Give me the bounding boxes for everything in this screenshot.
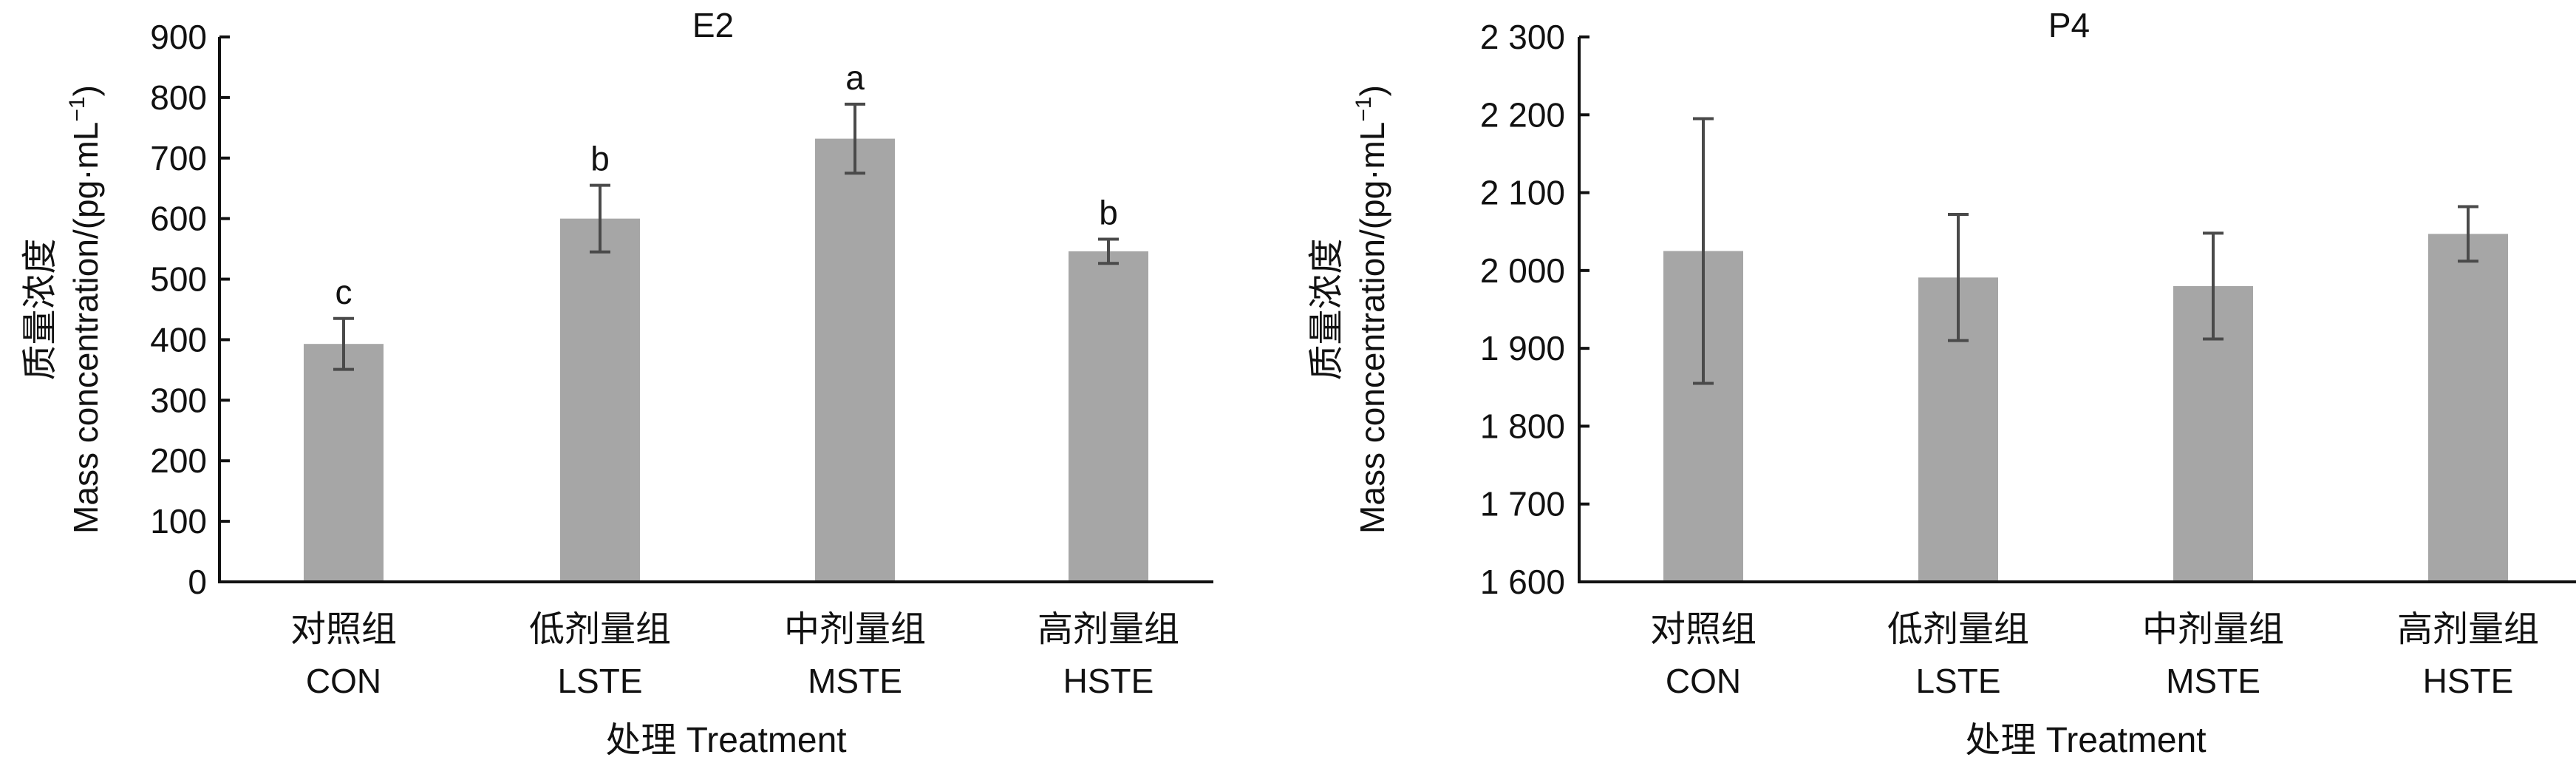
significance-label: c [335,273,352,311]
y-axis-label-en: Mass concentration/(pg·mL−1) [65,85,105,534]
y-axis-label-en: Mass concentration/(pg·mL−1) [1352,85,1391,534]
x-tick-label-cn: 中剂量组 [784,610,926,649]
y-tick-label: 700 [150,139,207,177]
y-tick-label: 900 [150,18,207,56]
x-tick-label-cn: 高剂量组 [2397,610,2539,649]
chart-title: P4 [2048,6,2090,44]
bar-lste [560,218,640,582]
x-tick-label-en: LSTE [1915,662,2000,700]
y-tick-label: 2 000 [1480,251,1565,290]
chart-title: E2 [692,6,734,44]
y-tick-label: 2 200 [1480,95,1565,134]
x-axis-label: 处理 Treatment [605,721,846,760]
x-tick-label-en: LSTE [557,662,642,700]
y-tick-label: 2 100 [1480,174,1565,212]
significance-label: b [590,140,610,178]
x-tick-label-cn: 对照组 [290,610,397,649]
y-tick-label: 100 [150,502,207,540]
y-axis-label: 质量浓度 Mass concentration/(pg·mL−1) [21,85,105,534]
y-tick-label: 1 900 [1480,329,1565,367]
y-tick-label: 1 700 [1480,485,1565,523]
bar-con [304,344,384,582]
y-tick-label: 800 [150,78,207,117]
y-tick-label: 600 [150,200,207,238]
y-tick-label: 1 800 [1480,407,1565,445]
y-tick-label: 0 [188,563,207,601]
y-axis-label-cn: 质量浓度 [21,238,60,380]
x-tick-label-cn: 对照组 [1650,610,1756,649]
bar-mste [815,138,895,582]
y-tick-label: 300 [150,381,207,419]
y-axis-label-cn: 质量浓度 [1307,238,1346,380]
y-tick-label: 500 [150,260,207,299]
y-axis-label: 质量浓度 Mass concentration/(pg·mL−1) [1307,85,1391,534]
bar-hste [1069,251,1148,582]
y-tick-label: 200 [150,441,207,480]
y-tick-label: 1 600 [1480,563,1565,601]
x-tick-label-en: HSTE [1063,662,1154,700]
x-axis-label: 处理 Treatment [1965,721,2206,760]
x-tick-label-cn: 高剂量组 [1037,610,1179,649]
x-tick-label-cn: 中剂量组 [2142,610,2284,649]
x-tick-label-en: MSTE [808,662,902,700]
bar-hste [2428,234,2508,582]
x-tick-label-cn: 低剂量组 [1887,610,2029,649]
x-tick-label-cn: 低剂量组 [529,610,671,649]
y-tick-label: 400 [150,320,207,359]
significance-label: b [1099,194,1118,232]
e2-chart-panel: E2 c b a b 0 100 200 300 400 500 600 700 800 900 对照组 CON… [21,6,1213,760]
x-tick-label-en: MSTE [2166,662,2260,700]
x-tick-label-en: CON [306,662,381,700]
x-tick-label-en: HSTE [2423,662,2514,700]
x-tick-label-en: CON [1666,662,1741,700]
y-tick-label: 2 300 [1480,18,1565,56]
p4-chart-panel: P4 1 600 1 700 1 800 1 900 2 000 2 100 2 200 2 3… [1307,6,2576,760]
significance-label: a [845,58,865,97]
